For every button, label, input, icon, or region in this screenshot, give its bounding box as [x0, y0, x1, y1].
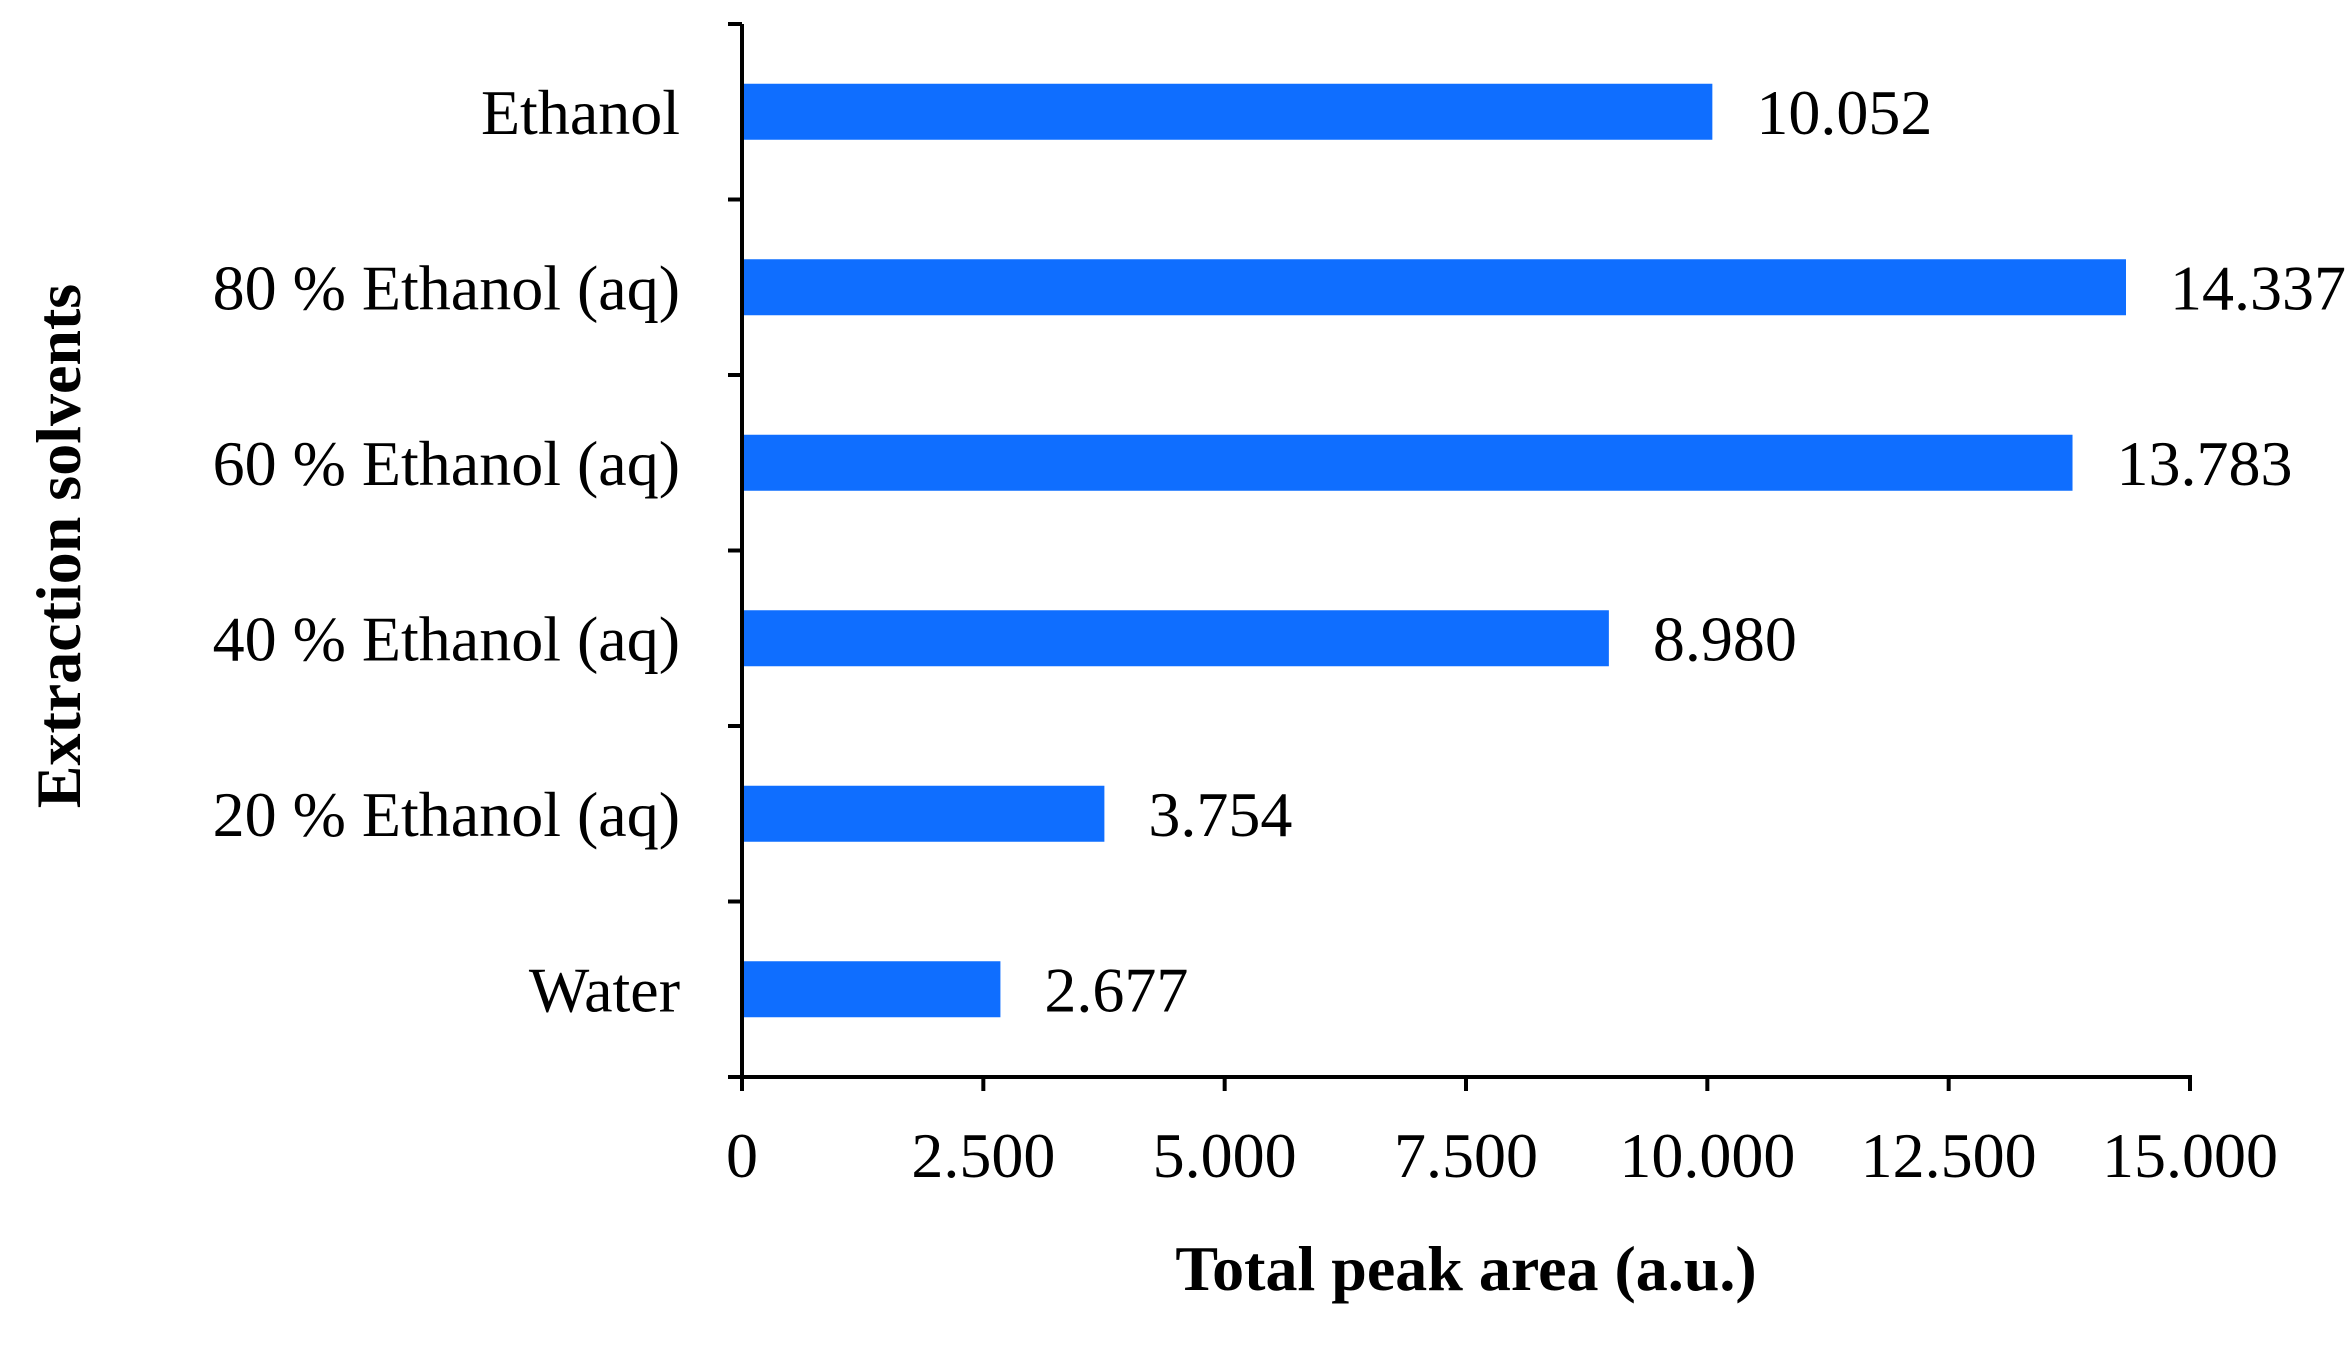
value-label-3: 13.783: [2117, 428, 2293, 499]
bar-2: [742, 610, 1609, 667]
value-label-1: 3.754: [1148, 779, 1292, 850]
value-label-2: 8.980: [1653, 603, 1797, 674]
axes: [728, 22, 2192, 1091]
category-label-4: 80 % Ethanol (aq): [213, 252, 680, 323]
y-axis-title: Extraction solvents: [23, 284, 94, 808]
x-axis-title: Total peak area (a.u.): [1175, 1233, 1756, 1304]
x-tick-label-4: 10.000: [1619, 1120, 1795, 1191]
category-label-3: 60 % Ethanol (aq): [213, 428, 680, 499]
bar-0: [742, 961, 1001, 1018]
x-tick-label-5: 12.500: [1861, 1120, 2037, 1191]
x-tick-label-0: 0: [726, 1120, 758, 1191]
x-tick-label-2: 5.000: [1153, 1120, 1297, 1191]
x-tick-label-3: 7.500: [1394, 1120, 1538, 1191]
value-label-4: 14.337: [2170, 252, 2346, 323]
bar-3: [742, 434, 2073, 491]
bar-4: [742, 259, 2126, 316]
value-label-0: 2.677: [1044, 954, 1188, 1025]
bars-layer: [742, 83, 2126, 1018]
x-tick-label-6: 15.000: [2102, 1120, 2278, 1191]
bar-5: [742, 83, 1713, 140]
category-label-0: Water: [529, 954, 680, 1025]
category-label-5: Ethanol: [481, 77, 680, 148]
category-label-1: 20 % Ethanol (aq): [213, 779, 680, 850]
category-label-2: 40 % Ethanol (aq): [213, 603, 680, 674]
labels-layer: 2.677 Water 3.754 20 % Ethanol (aq) 8.980 40 …: [213, 77, 2346, 1191]
value-label-5: 10.052: [1756, 77, 1932, 148]
x-tick-label-1: 2.500: [911, 1120, 1055, 1191]
bar-1: [742, 785, 1105, 842]
